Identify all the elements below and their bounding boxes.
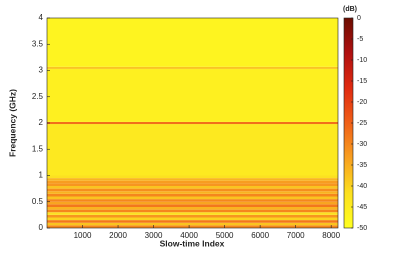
heat-cell [47,196,338,200]
y-tick-label: 1 [39,171,44,180]
colorbar-tick-label: 0 [357,15,361,22]
x-tick-label: 2000 [109,231,127,240]
heat-cell [47,178,338,181]
colorbar-tick-label: -5 [357,36,363,43]
heat-cell [47,183,338,186]
x-tick-label: 6000 [251,231,269,240]
heat-cell [47,121,338,125]
heat-cell [47,204,338,207]
y-tick-label: 0 [39,223,44,232]
x-axis-label: Slow-time Index [160,238,225,248]
heat-cell [47,188,338,192]
colorbar-tick-label: -45 [357,204,367,211]
heat-cell [47,199,338,202]
x-tick-label: 4000 [180,231,198,240]
y-tick-label: 2.5 [32,92,44,101]
colorbar-label: (dB) [343,6,357,13]
heat-cell [47,209,338,213]
heat-cell [47,180,338,184]
heat-cell [47,207,338,210]
y-tick-label: 3.5 [32,39,44,48]
x-tick-label: 8000 [322,231,340,240]
colorbar-tick-label: -35 [357,162,367,169]
heat-cell [47,225,338,228]
heat-cell [47,66,338,69]
y-tick-label: 0.5 [32,197,44,206]
y-tick-label: 2 [39,118,44,127]
x-tick-label: 3000 [145,231,163,240]
heat-cell [47,201,338,205]
y-tick-label: 1.5 [32,144,44,153]
heat-cell [47,212,338,215]
heat-cell [47,217,338,221]
heat-cell [47,191,338,194]
y-tick-label: 3 [39,66,44,75]
colorbar-tick-label: -30 [357,141,367,148]
colorbar-tick-label: -50 [357,225,367,232]
y-tick-label: 4 [39,13,44,22]
heat-cell [47,222,338,226]
heat-cell [47,214,338,218]
colorbar-tick-label: -40 [357,183,367,190]
heat-cell [47,186,338,189]
heat-cell [47,175,338,179]
heat-cell [47,220,338,223]
colorbar-tick-label: -20 [357,99,367,106]
x-tick-label: 5000 [216,231,234,240]
x-tick-label: 7000 [287,231,305,240]
y-axis-label: Frequency (GHz) [7,89,17,157]
colorbar-tick-label: -10 [357,57,367,64]
heat-cell [47,18,338,67]
heat-cell [47,193,338,197]
colorbar-tick-label: -15 [357,78,367,85]
heat-cell [47,124,338,176]
x-tick-label: 1000 [74,231,92,240]
heat-cell [47,68,338,122]
colorbar-tick-label: -25 [357,120,367,127]
